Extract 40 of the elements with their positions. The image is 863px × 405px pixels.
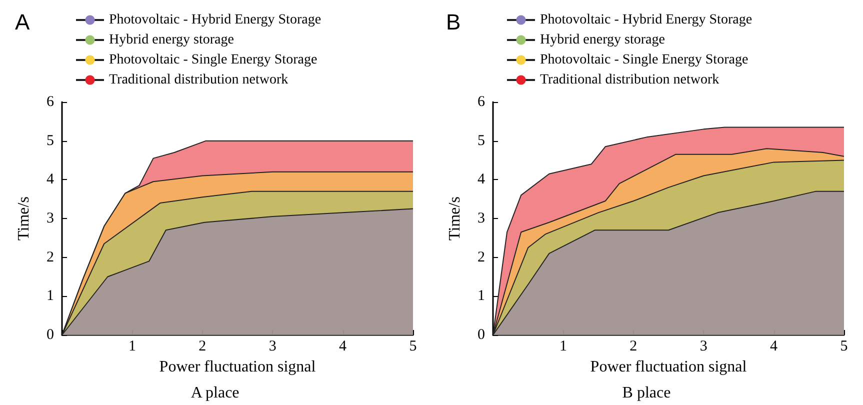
legend-label: Photovoltaic - Hybrid Energy Storage	[540, 12, 752, 28]
y-tick-label: 6	[478, 94, 486, 110]
text: B place	[622, 384, 671, 402]
legend-label: Traditional distribution network	[540, 72, 720, 88]
chart-title: B	[446, 10, 461, 34]
x-tick-label: 3	[700, 338, 708, 354]
y-tick-label: 1	[478, 288, 485, 304]
y-tick-label: 3	[46, 210, 54, 226]
x-tick-label: 3	[268, 338, 276, 354]
y-axis-title: Time/s	[16, 196, 32, 240]
x-axis-title: Power fluctuation signal	[159, 358, 316, 376]
x-tick-label: 4	[339, 338, 348, 354]
y-tick-label: 2	[478, 249, 485, 266]
y-axis-title: Time/s	[446, 196, 464, 240]
x-tick-label: 1	[559, 338, 567, 354]
y-tick-label: 2	[46, 249, 54, 266]
x-tick-label: 1	[128, 338, 136, 354]
x-tick-label: 2	[198, 338, 206, 354]
legend-label: Traditional distribution network	[109, 72, 288, 88]
y-tick-label: 4	[46, 172, 54, 188]
x-axis-title: Power fluctuation signal	[590, 358, 748, 376]
legend-label: Hybrid energy storage	[109, 32, 234, 48]
y-tick-label: 1	[46, 288, 54, 304]
x-tick-label: 5	[409, 338, 417, 354]
legend-label: Photovoltaic - Single Energy Storage	[109, 52, 318, 68]
x-tick-label: 4	[770, 338, 778, 354]
y-tick-label: 5	[478, 132, 485, 149]
x-tick-label: 5	[840, 338, 848, 354]
legend-label: Photovoltaic - Hybrid Energy Storage	[109, 12, 322, 28]
y-tick-label: 0	[478, 327, 485, 343]
y-tick-label: 0	[46, 327, 54, 343]
chart-title: A	[15, 10, 30, 34]
y-tick-label: 5	[46, 132, 54, 149]
text: A place	[190, 384, 240, 402]
legend-label: Photovoltaic - Single Energy Storage	[540, 52, 748, 68]
y-tick-label: 4	[478, 172, 486, 188]
x-tick-label: 2	[630, 338, 638, 354]
legend-label: Hybrid energy storage	[540, 32, 665, 48]
y-tick-label: 6	[46, 94, 54, 110]
y-tick-label: 3	[478, 210, 485, 226]
